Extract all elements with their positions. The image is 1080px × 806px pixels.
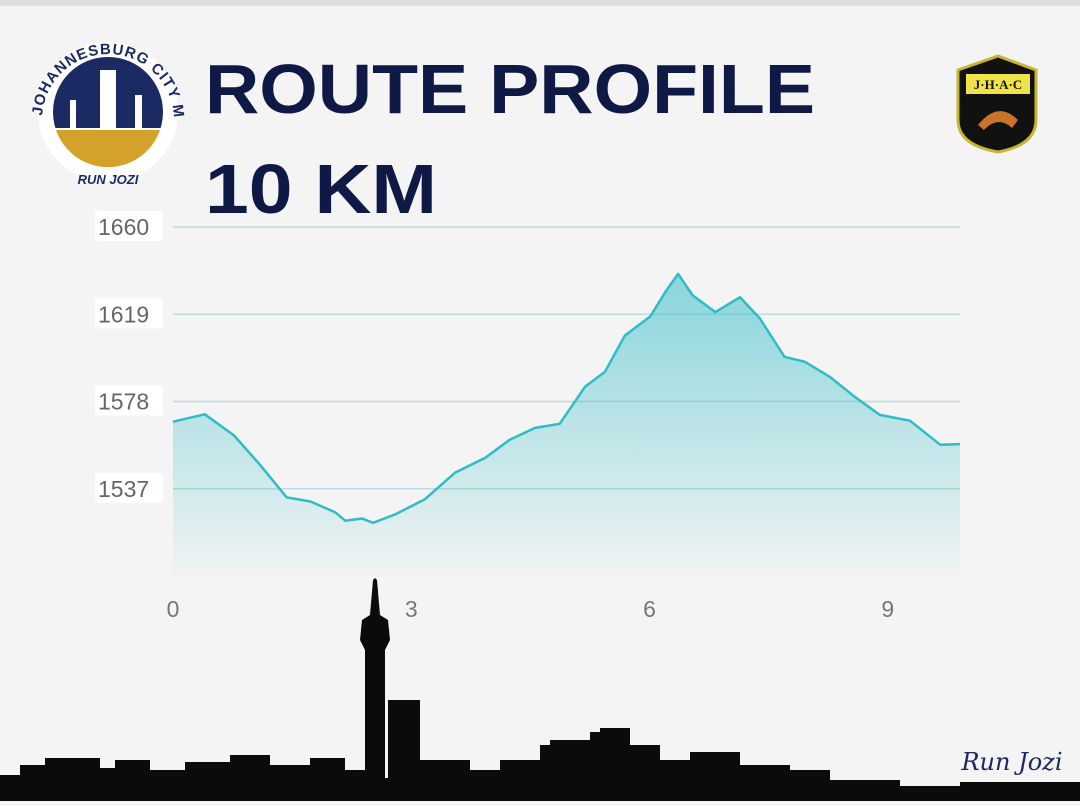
chart-subtitle: 10 KM xyxy=(205,150,437,228)
marathon-logo: JOHANNESBURG CITY MARATHON RUN JOZI xyxy=(0,0,186,187)
area-fill xyxy=(173,273,960,576)
jhac-badge: J·H·A·C xyxy=(956,54,1038,154)
x-tick-label: 0 xyxy=(167,596,180,622)
skyline xyxy=(0,578,1080,801)
elevation-line xyxy=(172,272,961,525)
x-tick-label: 9 xyxy=(881,596,894,622)
y-tick-label-bg xyxy=(95,298,163,329)
y-tick-label-bg xyxy=(95,211,163,241)
plot-area: 1537 1578 1619 1660 0 3 6 9 xyxy=(95,211,961,622)
signature: Run Jozi xyxy=(960,748,1062,776)
top-strip xyxy=(0,0,1080,6)
x-tick-label: 3 xyxy=(405,596,418,622)
logo-bridge xyxy=(56,130,160,168)
y-tick-label: 1537 xyxy=(98,476,149,502)
y-tick-label: 1660 xyxy=(98,214,149,240)
y-tick-label-bg xyxy=(95,472,163,503)
chart-title: ROUTE PROFILE xyxy=(205,50,815,128)
y-tick-label: 1619 xyxy=(98,301,149,327)
y-tick-label: 1578 xyxy=(98,389,149,415)
badge-band xyxy=(966,74,1030,94)
x-tick-label: 6 xyxy=(643,596,656,622)
y-tick-label-bg xyxy=(95,385,163,416)
logo-inner-text: RUN JOZI xyxy=(78,172,139,187)
badge-springbok xyxy=(978,111,1018,130)
badge-shield xyxy=(956,54,1038,154)
badge-text: J·H·A·C xyxy=(974,77,1022,92)
